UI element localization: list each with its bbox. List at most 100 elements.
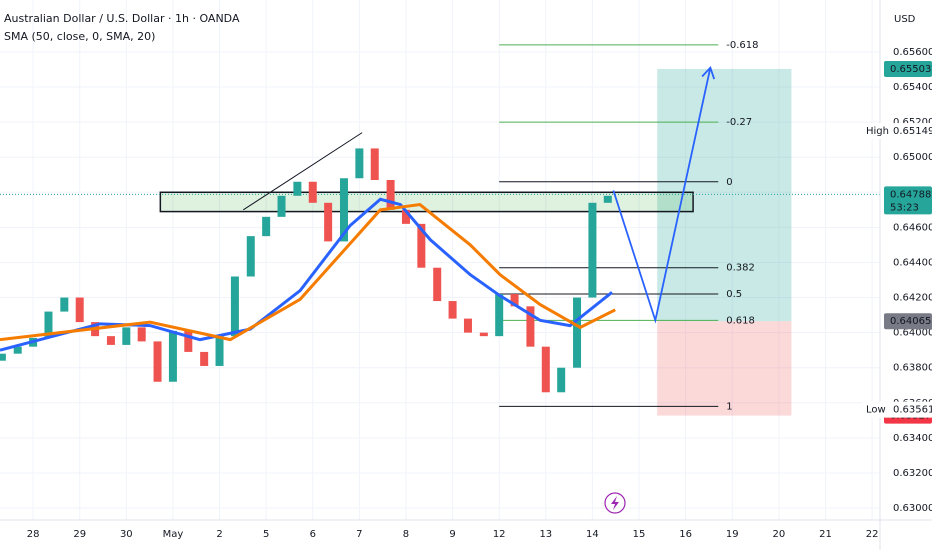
fib-label: -0.27 <box>726 117 752 128</box>
candle-body <box>370 148 379 180</box>
candle-body <box>60 297 69 312</box>
candle-body <box>541 346 550 393</box>
target-zone <box>657 68 792 322</box>
candle-body <box>510 294 519 307</box>
candle-body <box>106 336 115 345</box>
price-badge <box>884 60 932 77</box>
fib-label: 0.5 <box>726 289 742 300</box>
candle-body <box>215 336 224 366</box>
event-icon <box>604 492 626 514</box>
y-tick-label: 0.64200 <box>893 293 932 304</box>
y-tick-label: 0.65200 <box>893 117 932 128</box>
price-badge-label: 0.64788 <box>890 189 931 200</box>
y-tick-label: 0.64000 <box>893 328 932 339</box>
trendline <box>243 132 363 211</box>
candle-body <box>526 306 535 347</box>
y-tick-label: 0.65400 <box>893 82 932 93</box>
candle-body <box>277 195 286 217</box>
candle-body <box>230 276 239 337</box>
candle-body <box>168 330 177 382</box>
x-tick-label: 28 <box>27 529 40 540</box>
y-tick-label: 0.65600 <box>893 47 932 58</box>
fib-label: -0.618 <box>726 40 758 51</box>
x-tick-label: 16 <box>679 529 692 540</box>
candle-body <box>495 294 504 337</box>
x-tick-label: 7 <box>356 529 362 540</box>
extreme-value: 0.65149 <box>893 126 932 137</box>
x-tick-label: 30 <box>120 529 133 540</box>
candle-body <box>44 311 53 338</box>
candle-body <box>557 367 566 393</box>
projection-arrowhead <box>701 66 716 80</box>
candle-body <box>417 223 426 268</box>
x-tick-label: 5 <box>263 529 269 540</box>
currency-label: USD <box>894 14 916 25</box>
fib-label: 0.382 <box>726 263 755 274</box>
sma-line <box>0 202 616 342</box>
countdown-label: 53:23 <box>890 202 919 213</box>
price-badge <box>884 186 932 215</box>
x-tick-label: 14 <box>586 529 599 540</box>
candle-body <box>386 180 395 210</box>
x-tick-label: 13 <box>539 529 552 540</box>
candle-body <box>463 318 472 333</box>
x-tick-label: 2 <box>216 529 222 540</box>
x-tick-label: 21 <box>819 529 832 540</box>
candle-body <box>13 346 22 354</box>
candle-body <box>262 216 271 237</box>
candle-body <box>448 301 457 319</box>
candle-body <box>401 209 410 224</box>
candle-body <box>200 351 209 366</box>
candle-body <box>153 341 162 382</box>
price-badge <box>884 313 932 330</box>
candle-body <box>588 202 597 298</box>
x-tick-label: 22 <box>866 529 879 540</box>
y-tick-label: 0.63400 <box>893 433 932 444</box>
x-tick-label: 15 <box>633 529 646 540</box>
x-tick-label: 29 <box>73 529 86 540</box>
candle-body <box>246 236 255 277</box>
sma-line <box>0 197 613 352</box>
price-badge-label: 0.65503 <box>890 64 931 75</box>
x-tick-label: May <box>163 529 184 540</box>
time-axis <box>0 520 932 550</box>
extreme-name: High <box>866 126 889 137</box>
fib-label: 1 <box>726 401 732 412</box>
fib-label: 0 <box>726 177 732 188</box>
candle-body <box>184 330 193 352</box>
price-axis <box>880 0 932 550</box>
x-tick-label: 20 <box>772 529 785 540</box>
extreme-name: Low <box>866 405 886 416</box>
x-tick-label: 12 <box>493 529 506 540</box>
y-tick-label: 0.64400 <box>893 257 932 268</box>
grid <box>0 0 880 520</box>
candle-body <box>339 178 348 242</box>
candle-body <box>603 195 612 203</box>
y-tick-label: 0.63800 <box>893 363 932 374</box>
candle-body <box>355 148 364 179</box>
plot: -0.618 -0.27 0 0.382 0.5 0.618 1 <box>0 40 880 416</box>
candle-body <box>573 297 582 368</box>
candle-body <box>479 332 488 337</box>
extreme-badge <box>862 401 932 418</box>
y-tick-label: 0.63200 <box>893 468 932 479</box>
candle-body <box>293 181 302 196</box>
candle-body <box>137 327 146 342</box>
y-tick-label: 0.64600 <box>893 222 932 233</box>
fib-label: 0.618 <box>726 315 755 326</box>
projection-path <box>612 67 712 324</box>
candle-body <box>75 297 84 323</box>
candle-body <box>308 181 317 203</box>
chart-title: Australian Dollar / U.S. Dollar · 1h · O… <box>4 12 240 25</box>
x-tick-label: 6 <box>310 529 316 540</box>
y-tick-label: 0.65000 <box>893 152 932 163</box>
indicator-label: SMA (50, close, 0, SMA, 20) <box>4 30 155 43</box>
y-tick-label: 0.63000 <box>893 503 932 514</box>
x-tick-label: 19 <box>726 529 739 540</box>
candle-body <box>122 327 131 345</box>
extreme-badge <box>862 123 932 140</box>
